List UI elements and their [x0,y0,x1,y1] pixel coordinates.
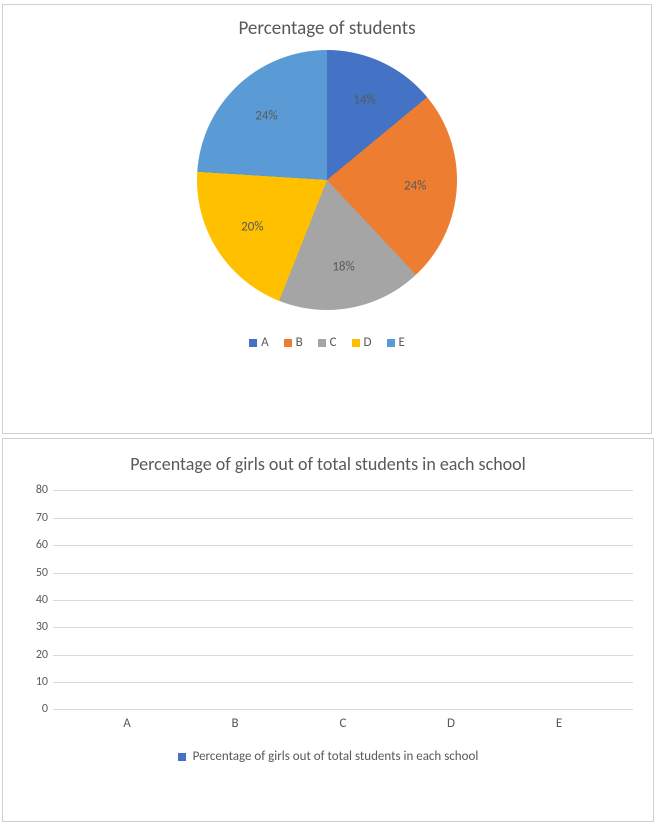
y-tick-label: 80 [23,483,48,497]
pie-slice-label: 14% [353,93,375,108]
bar-x-labels: A B C D E [53,716,633,731]
bar-group [53,490,633,710]
bar-x-label: E [529,716,589,731]
legend-label: A [261,335,269,350]
bar-x-label: D [421,716,481,731]
legend-item: D [352,335,372,350]
bar-chart-title: Percentage of girls out of total student… [3,439,653,480]
bar-x-label: C [313,716,373,731]
legend-label: B [296,335,303,350]
pie-slice-label: 20% [241,220,263,235]
pie-chart-title: Percentage of students [3,5,651,40]
legend-item: E [387,335,405,350]
bar-x-label: A [97,716,157,731]
legend-label: D [364,335,372,350]
legend-swatch [249,339,257,347]
legend-swatch [318,339,326,347]
y-tick-label: 20 [23,648,48,662]
y-tick-label: 50 [23,566,48,580]
y-tick-label: 60 [23,538,48,552]
y-tick-label: 70 [23,511,48,525]
legend-label: C [330,335,337,350]
bar-legend: Percentage of girls out of total student… [3,749,653,764]
pie-slice-label: 24% [404,178,426,193]
legend-swatch [284,339,292,347]
bar-chart-plot: 01020304050607080 [53,490,633,710]
bar-legend-label: Percentage of girls out of total student… [193,749,479,764]
bar-chart-panel: Percentage of girls out of total student… [2,438,654,822]
pie-legend: A B C D E [3,335,651,350]
legend-swatch [178,753,186,761]
pie-chart-plot: 14% 24% 18% 20% 24% [197,50,457,310]
legend-label: E [399,335,405,350]
pie-slice-label: 24% [255,108,277,123]
y-tick-label: 30 [23,620,48,634]
legend-swatch [387,339,395,347]
y-tick-label: 0 [23,702,48,716]
legend-item: A [249,335,269,350]
legend-item: B [284,335,303,350]
bar-x-label: B [205,716,265,731]
y-tick-label: 10 [23,675,48,689]
legend-swatch [352,339,360,347]
legend-item: C [318,335,337,350]
pie-chart-panel: Percentage of students 14% 24% 18% 20% 2… [2,4,652,434]
pie-slice-label: 18% [332,259,354,274]
y-tick-label: 40 [23,593,48,607]
